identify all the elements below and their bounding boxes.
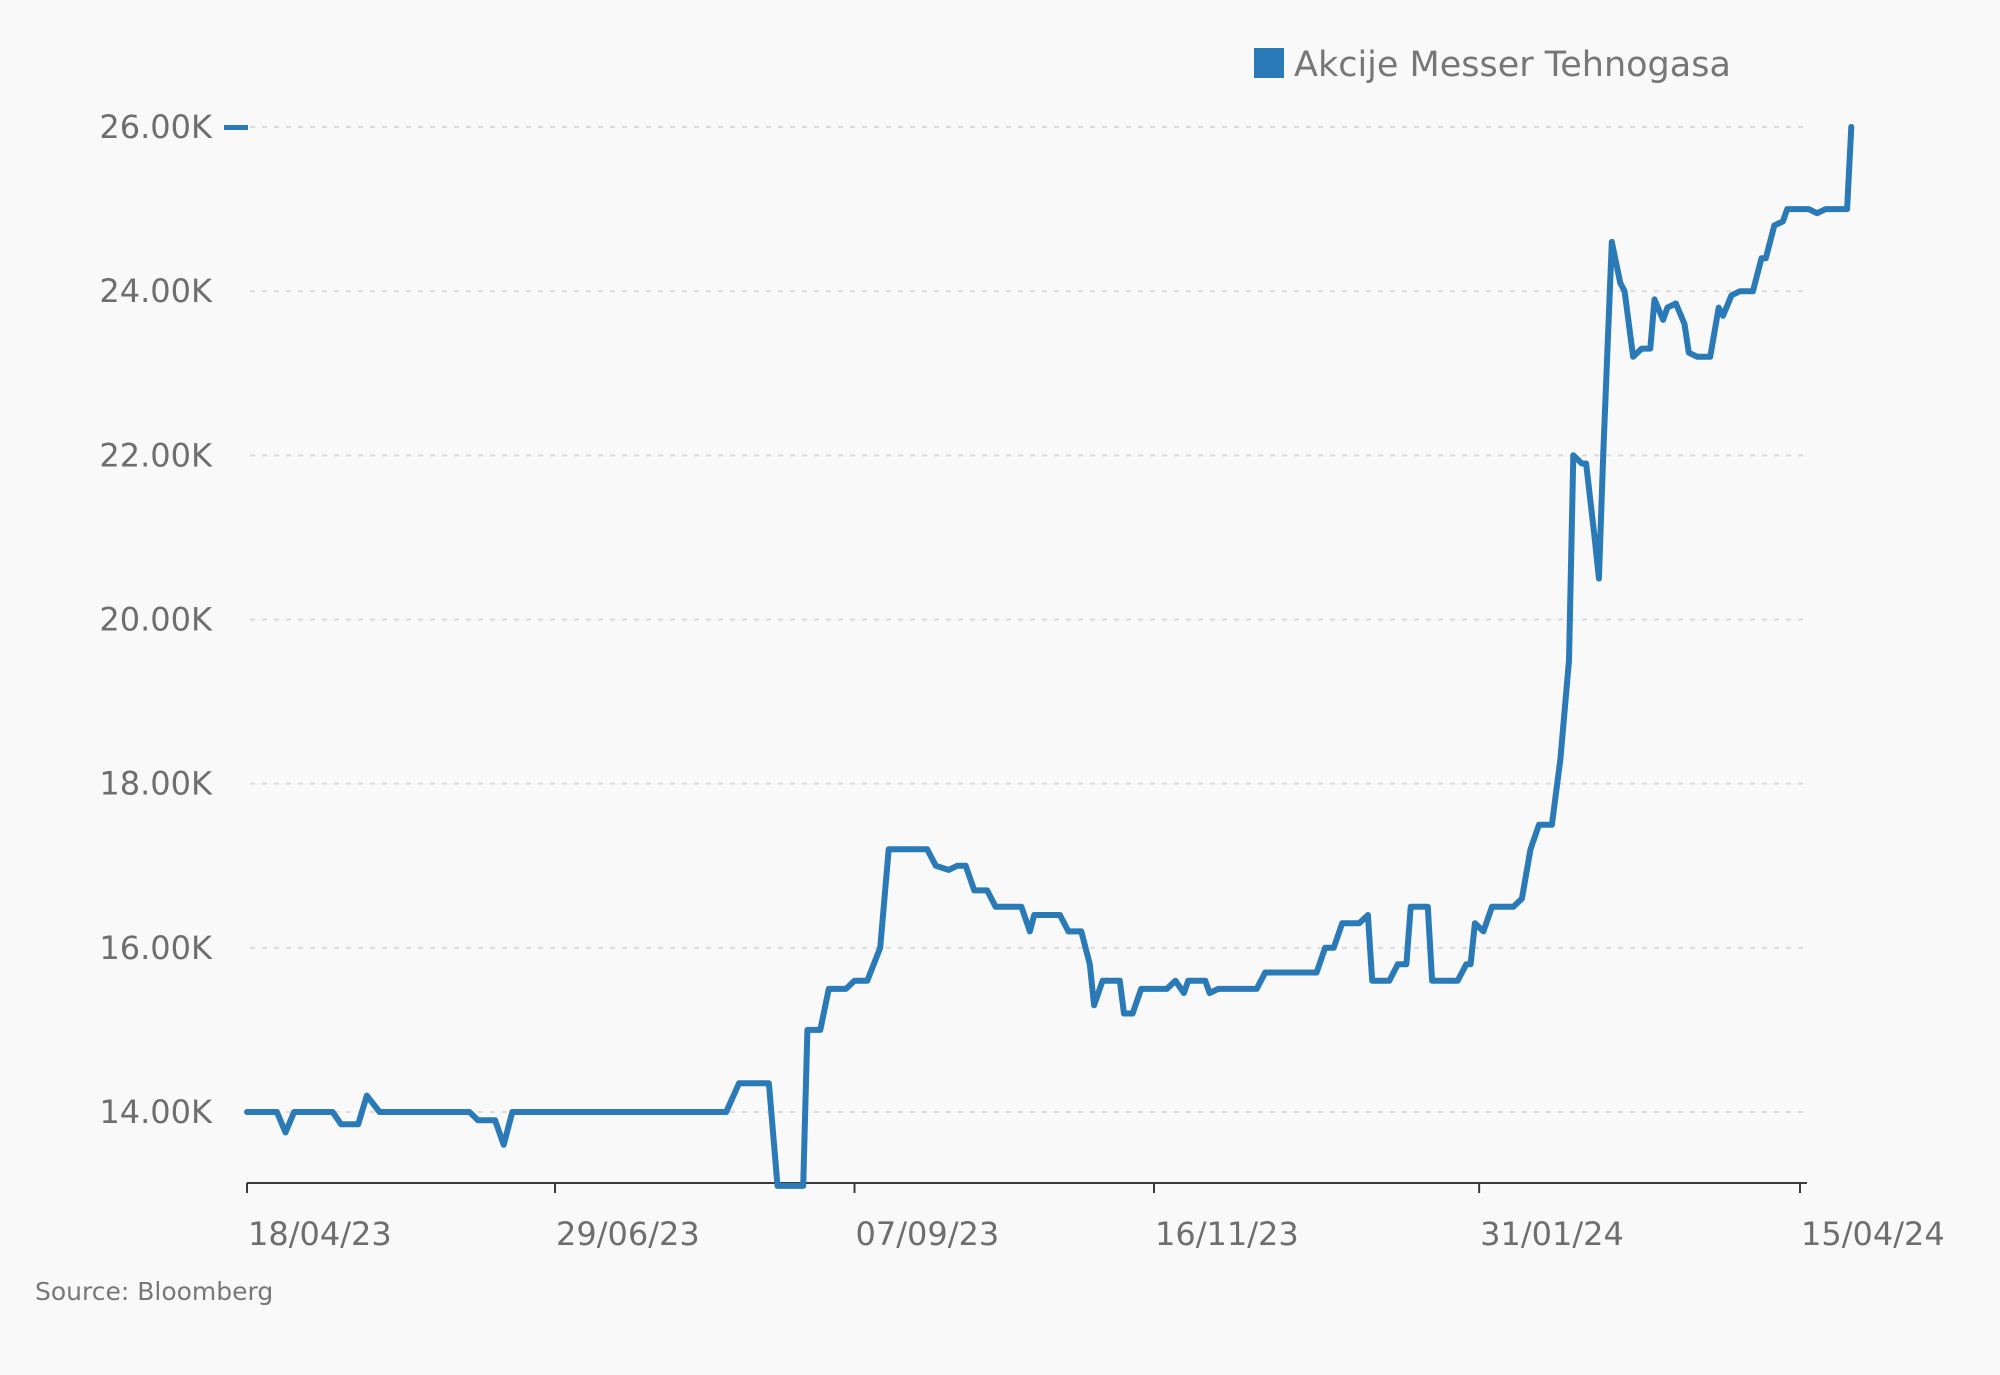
x-tick-label: 15/04/24 <box>1801 1215 1945 1253</box>
legend-label: Akcije Messer Tehnogasa <box>1294 45 1731 85</box>
legend-swatch <box>1254 48 1284 78</box>
legend[interactable]: Akcije Messer Tehnogasa <box>1254 45 1731 85</box>
gridlines <box>250 126 1810 1113</box>
y-tick-label: 14.00K <box>99 1093 213 1131</box>
plot-area <box>244 124 1855 1189</box>
series-line <box>244 124 1855 1189</box>
x-tick-label: 31/01/24 <box>1480 1215 1624 1253</box>
y-tick-label: 18.00K <box>99 765 213 803</box>
x-tick-label: 16/11/23 <box>1155 1215 1299 1253</box>
x-tick-label: 07/09/23 <box>856 1215 1000 1253</box>
y-tick-label: 26.00K <box>99 108 213 146</box>
y-tick-label: 24.00K <box>99 272 213 310</box>
y-axis-marker <box>224 125 248 130</box>
y-tick-label: 16.00K <box>99 929 213 967</box>
x-tick-label: 18/04/23 <box>248 1215 392 1253</box>
source-note: Source: Bloomberg <box>35 1277 273 1306</box>
y-axis: 14.00K 16.00K 18.00K 20.00K 22.00K 24.00K 26.0… <box>99 108 248 1131</box>
x-axis: 18/04/23 29/06/23 07/09/23 16/11/23 31/01/24… <box>246 1182 1945 1253</box>
y-tick-label: 22.00K <box>99 436 213 474</box>
x-tick-label: 29/06/23 <box>556 1215 700 1253</box>
y-tick-label: 20.00K <box>99 601 213 639</box>
